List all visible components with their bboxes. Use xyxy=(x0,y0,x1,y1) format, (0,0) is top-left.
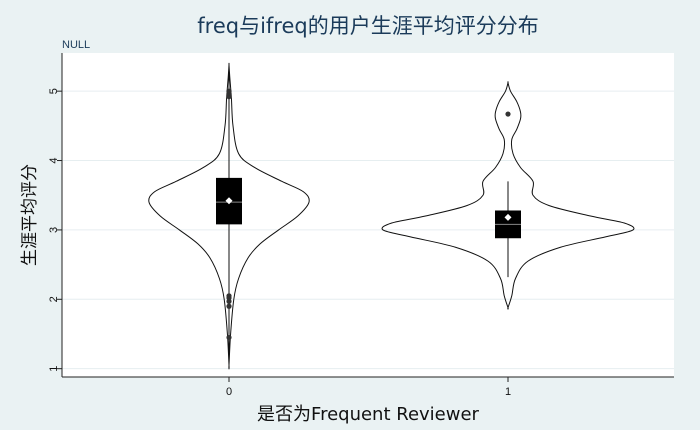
outlier-point-1-0 xyxy=(505,111,511,117)
y-tick-label-2: 2 xyxy=(48,296,60,302)
chart-title: freq与ifreq的用户生涯平均评分分布 xyxy=(197,14,538,38)
outlier-point-0-4 xyxy=(226,293,232,299)
y-axis-label: 生涯平均评分 xyxy=(20,164,40,266)
grid-lines xyxy=(62,90,674,370)
axes: 1 2 3 4 5 0 1 xyxy=(48,53,674,398)
y-tick-label-1: 1 xyxy=(48,366,60,372)
outlier-point-0-0 xyxy=(226,334,232,341)
y-tick-label-4: 4 xyxy=(48,157,60,163)
violin-outline-0 xyxy=(148,62,310,370)
outlier-point-0-7 xyxy=(226,88,232,94)
y-tick-label-3: 3 xyxy=(48,227,60,233)
plot-area xyxy=(62,53,674,377)
violin-group-1 xyxy=(381,81,635,310)
violin-outline-1 xyxy=(381,81,635,310)
violins xyxy=(148,62,635,370)
mean-marker-0 xyxy=(225,197,233,205)
y-tick-label-5: 5 xyxy=(48,88,60,94)
outlier-point-0-1 xyxy=(226,303,232,309)
mean-marker-1 xyxy=(504,213,512,221)
chart-subtitle: NULL xyxy=(62,39,90,51)
x-tick-label-1: 1 xyxy=(505,386,511,398)
x-axis-label: 是否为Frequent Reviewer xyxy=(257,404,480,425)
x-tick-label-0: 0 xyxy=(226,386,232,398)
violin-group-0 xyxy=(148,62,310,370)
